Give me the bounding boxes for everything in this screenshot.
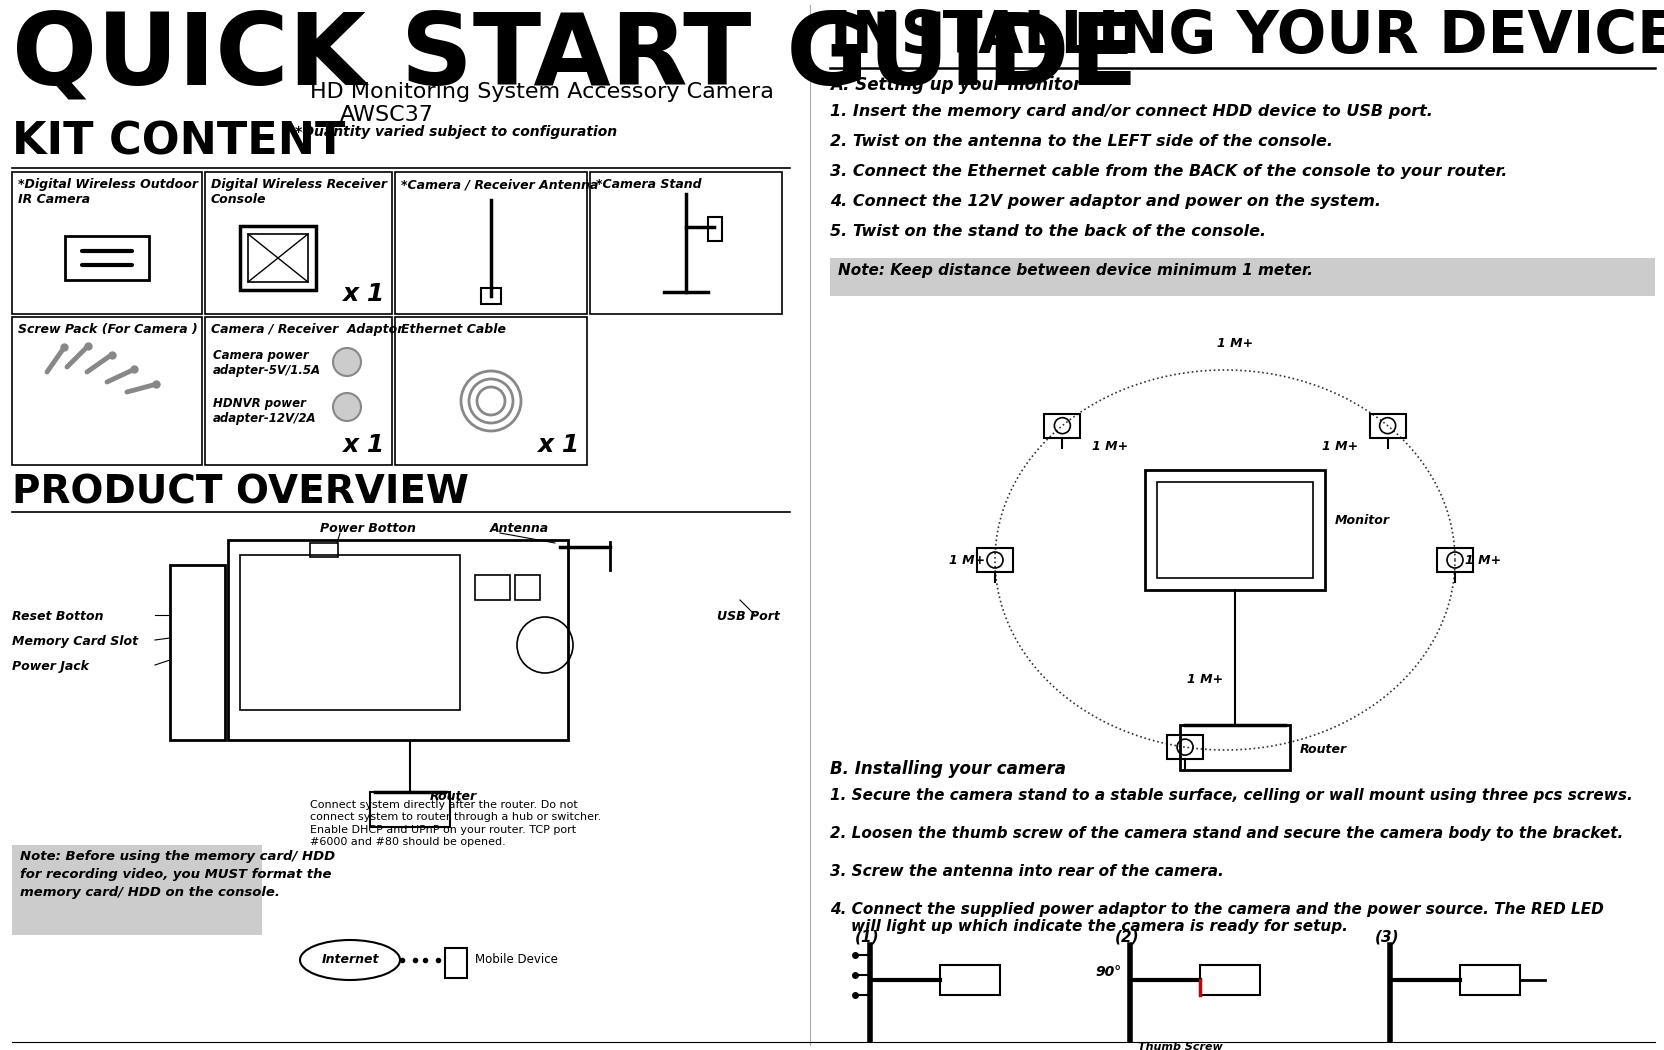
- Text: B. Installing your camera: B. Installing your camera: [829, 760, 1065, 778]
- Text: x 1: x 1: [536, 433, 579, 457]
- Bar: [829, 258, 1654, 296]
- Text: USB Port: USB Port: [717, 610, 779, 623]
- Bar: [205, 172, 391, 314]
- Bar: [248, 234, 308, 282]
- Text: Camera / Receiver  Adaptor: Camera / Receiver Adaptor: [211, 323, 403, 336]
- Text: Memory Card Slot: Memory Card Slot: [12, 635, 138, 648]
- Text: Camera power
adapter-5V/1.5A: Camera power adapter-5V/1.5A: [213, 349, 321, 377]
- Text: HDNVR power
adapter-12V/2A: HDNVR power adapter-12V/2A: [213, 397, 316, 425]
- Text: Power Botton: Power Botton: [319, 522, 416, 536]
- Text: Thumb Screw: Thumb Screw: [1137, 1042, 1221, 1050]
- Text: (3): (3): [1374, 930, 1399, 945]
- Bar: [65, 236, 148, 280]
- Bar: [240, 555, 459, 710]
- Bar: [205, 317, 391, 465]
- Text: Router: Router: [1300, 743, 1346, 756]
- Bar: [1043, 414, 1080, 438]
- Bar: [310, 543, 338, 556]
- Text: 4. Connect the supplied power adaptor to the camera and the power source. The RE: 4. Connect the supplied power adaptor to…: [829, 902, 1602, 934]
- Text: 4. Connect the 12V power adaptor and power on the system.: 4. Connect the 12V power adaptor and pow…: [829, 194, 1379, 209]
- Text: Internet: Internet: [321, 953, 378, 966]
- Text: (1): (1): [855, 930, 879, 945]
- Text: 3. Connect the Ethernet cable from the BACK of the console to your router.: 3. Connect the Ethernet cable from the B…: [829, 164, 1506, 179]
- Bar: [369, 792, 449, 827]
- Text: PRODUCT OVERVIEW: PRODUCT OVERVIEW: [12, 472, 469, 511]
- Text: 1 M+: 1 M+: [1321, 440, 1358, 453]
- Text: 1 M+: 1 M+: [948, 553, 985, 567]
- Text: *Camera Stand: *Camera Stand: [596, 178, 701, 191]
- Text: Note: Before using the memory card/ HDD
for recording video, you MUST format the: Note: Before using the memory card/ HDD …: [20, 850, 334, 899]
- Text: Router: Router: [429, 790, 478, 803]
- Bar: [1156, 482, 1313, 578]
- Bar: [977, 548, 1012, 572]
- Text: INSTALLING YOUR DEVICES: INSTALLING YOUR DEVICES: [829, 8, 1664, 65]
- Bar: [12, 845, 261, 934]
- Text: Note: Keep distance between device minimum 1 meter.: Note: Keep distance between device minim…: [837, 262, 1313, 278]
- Text: Reset Botton: Reset Botton: [12, 610, 103, 623]
- Bar: [1200, 965, 1260, 995]
- Text: Screw Pack (For Camera ): Screw Pack (For Camera ): [18, 323, 198, 336]
- Text: 2. Twist on the antenna to the LEFT side of the console.: 2. Twist on the antenna to the LEFT side…: [829, 134, 1333, 149]
- Text: QUICK START GUIDE: QUICK START GUIDE: [12, 8, 1137, 105]
- Bar: [1145, 470, 1325, 590]
- Text: 1 M+: 1 M+: [1186, 673, 1223, 687]
- Text: Digital Wireless Receiver
Console: Digital Wireless Receiver Console: [211, 178, 386, 206]
- Text: x 1: x 1: [341, 433, 384, 457]
- Bar: [228, 540, 567, 740]
- Bar: [707, 217, 722, 242]
- Bar: [514, 575, 539, 600]
- Text: Antenna: Antenna: [489, 522, 549, 536]
- Text: (2): (2): [1115, 930, 1138, 945]
- Text: 1 M+: 1 M+: [1092, 440, 1128, 453]
- Bar: [12, 172, 201, 314]
- Text: 90°: 90°: [1095, 965, 1120, 979]
- Circle shape: [333, 393, 361, 421]
- Text: Ethernet Cable: Ethernet Cable: [401, 323, 506, 336]
- Bar: [394, 172, 587, 314]
- Text: A. Setting up your monitor: A. Setting up your monitor: [829, 76, 1080, 94]
- Bar: [1166, 735, 1203, 759]
- Bar: [481, 288, 501, 304]
- Text: 1 M+: 1 M+: [1464, 553, 1501, 567]
- Bar: [940, 965, 1000, 995]
- Text: 1. Secure the camera stand to a stable surface, celling or wall mount using thre: 1. Secure the camera stand to a stable s…: [829, 788, 1632, 803]
- Bar: [444, 948, 466, 978]
- Text: 5. Twist on the stand to the back of the console.: 5. Twist on the stand to the back of the…: [829, 224, 1265, 239]
- Bar: [474, 575, 509, 600]
- Circle shape: [333, 348, 361, 376]
- Bar: [589, 172, 782, 314]
- Text: Monitor: Monitor: [1335, 513, 1389, 526]
- Text: KIT CONTENT: KIT CONTENT: [12, 120, 344, 163]
- Text: *Digital Wireless Outdoor
IR Camera: *Digital Wireless Outdoor IR Camera: [18, 178, 198, 206]
- Bar: [240, 226, 316, 290]
- Bar: [1180, 724, 1290, 770]
- Bar: [1436, 548, 1473, 572]
- Text: 1. Insert the memory card and/or connect HDD device to USB port.: 1. Insert the memory card and/or connect…: [829, 104, 1433, 119]
- Text: Connect system directly after the router. Do not
connect system to router throug: Connect system directly after the router…: [310, 800, 601, 847]
- Text: *Camera / Receiver Antenna: *Camera / Receiver Antenna: [401, 178, 597, 191]
- Bar: [12, 317, 201, 465]
- Text: 2. Loosen the thumb screw of the camera stand and secure the camera body to the : 2. Loosen the thumb screw of the camera …: [829, 826, 1622, 841]
- Bar: [170, 565, 225, 740]
- Text: Mobile Device: Mobile Device: [474, 953, 557, 966]
- Text: Power Jack: Power Jack: [12, 660, 88, 673]
- Bar: [1369, 414, 1404, 438]
- Bar: [394, 317, 587, 465]
- Text: *Quantity varied subject to configuration: *Quantity varied subject to configuratio…: [295, 125, 617, 139]
- Text: AWSC37: AWSC37: [339, 105, 434, 125]
- Text: x 1: x 1: [341, 282, 384, 306]
- Ellipse shape: [300, 940, 399, 980]
- Text: 1 M+: 1 M+: [1216, 337, 1253, 350]
- Text: 3. Screw the antenna into rear of the camera.: 3. Screw the antenna into rear of the ca…: [829, 864, 1223, 879]
- Text: HD Monitoring System Accessory Camera: HD Monitoring System Accessory Camera: [310, 82, 774, 102]
- Bar: [1459, 965, 1519, 995]
